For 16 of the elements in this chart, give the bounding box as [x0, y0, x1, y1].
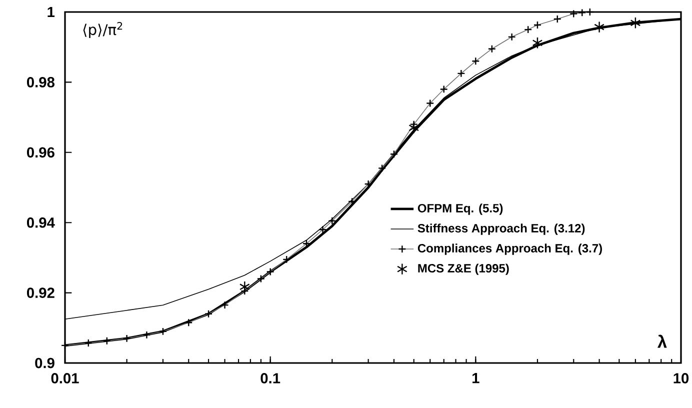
y-tick-label: 0.9: [35, 358, 54, 368]
legend-label: Stiffness Approach Eq. (3.12): [418, 224, 585, 235]
y-tick-label: 0.92: [26, 288, 54, 298]
legend-label: OFPM Eq. (5.5): [418, 204, 503, 215]
y-tick-label: 0.98: [26, 77, 54, 88]
x-tick-label: 0.01: [51, 373, 79, 384]
x-tick-label: 1: [472, 373, 480, 384]
y-tick-label: 0.96: [26, 147, 54, 158]
x-tick-label: 0.1: [260, 373, 280, 384]
y-axis-title: ⟨p⟩/π$^{2}$: [83, 22, 122, 38]
y-tick-label: 1: [48, 6, 55, 18]
y-tick-label: 0.94: [26, 217, 55, 228]
x-axis-title: λ: [657, 334, 667, 348]
legend-label: Compliances Approach Eq. (3.7): [418, 244, 602, 255]
legend-label: MCS Z&E (1995): [418, 264, 509, 275]
x-tick-label: 10: [674, 373, 689, 384]
